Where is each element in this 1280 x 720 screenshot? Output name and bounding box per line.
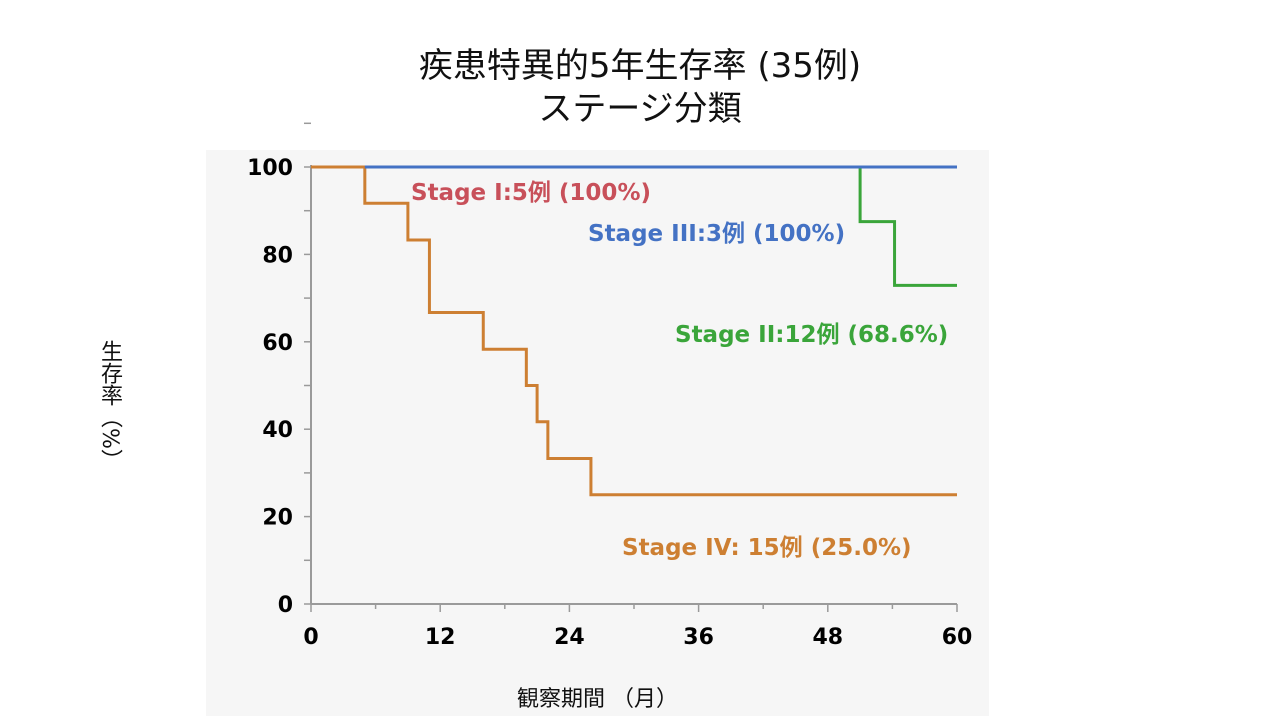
stage-ii-label: Stage II:12例 (68.6%)	[675, 322, 948, 348]
y-axis-label: 生存率（%）	[97, 340, 122, 471]
x-tick-label: 48	[812, 625, 843, 650]
chart-title: 疾患特異的5年生存率 (35例)	[418, 46, 862, 86]
y-tick-label: 0	[278, 593, 293, 618]
plot-panel	[206, 150, 989, 716]
x-axis-label: 観察期間 （月）	[517, 687, 678, 712]
y-tick-label: 100	[247, 156, 293, 181]
x-tick-label: 36	[683, 625, 714, 650]
x-tick-label: 0	[303, 625, 318, 650]
y-tick-label: 40	[262, 418, 293, 443]
y-tick-label: 60	[262, 331, 293, 356]
chart-subtitle: ステージ分類	[538, 89, 742, 129]
stage-ii-line	[858, 167, 957, 287]
x-tick-label: 60	[942, 625, 973, 650]
stage-iii-label: Stage III:3例 (100%)	[588, 221, 845, 247]
x-tick-label: 24	[554, 625, 585, 650]
stage-iv-label: Stage IV: 15例 (25.0%)	[622, 535, 912, 561]
stage-i-label: Stage I:5例 (100%)	[411, 180, 651, 206]
y-tick-label: 80	[262, 243, 293, 268]
y-tick-label: 20	[262, 506, 293, 531]
stage-iv-line	[311, 165, 957, 497]
x-tick-label: 12	[425, 625, 456, 650]
